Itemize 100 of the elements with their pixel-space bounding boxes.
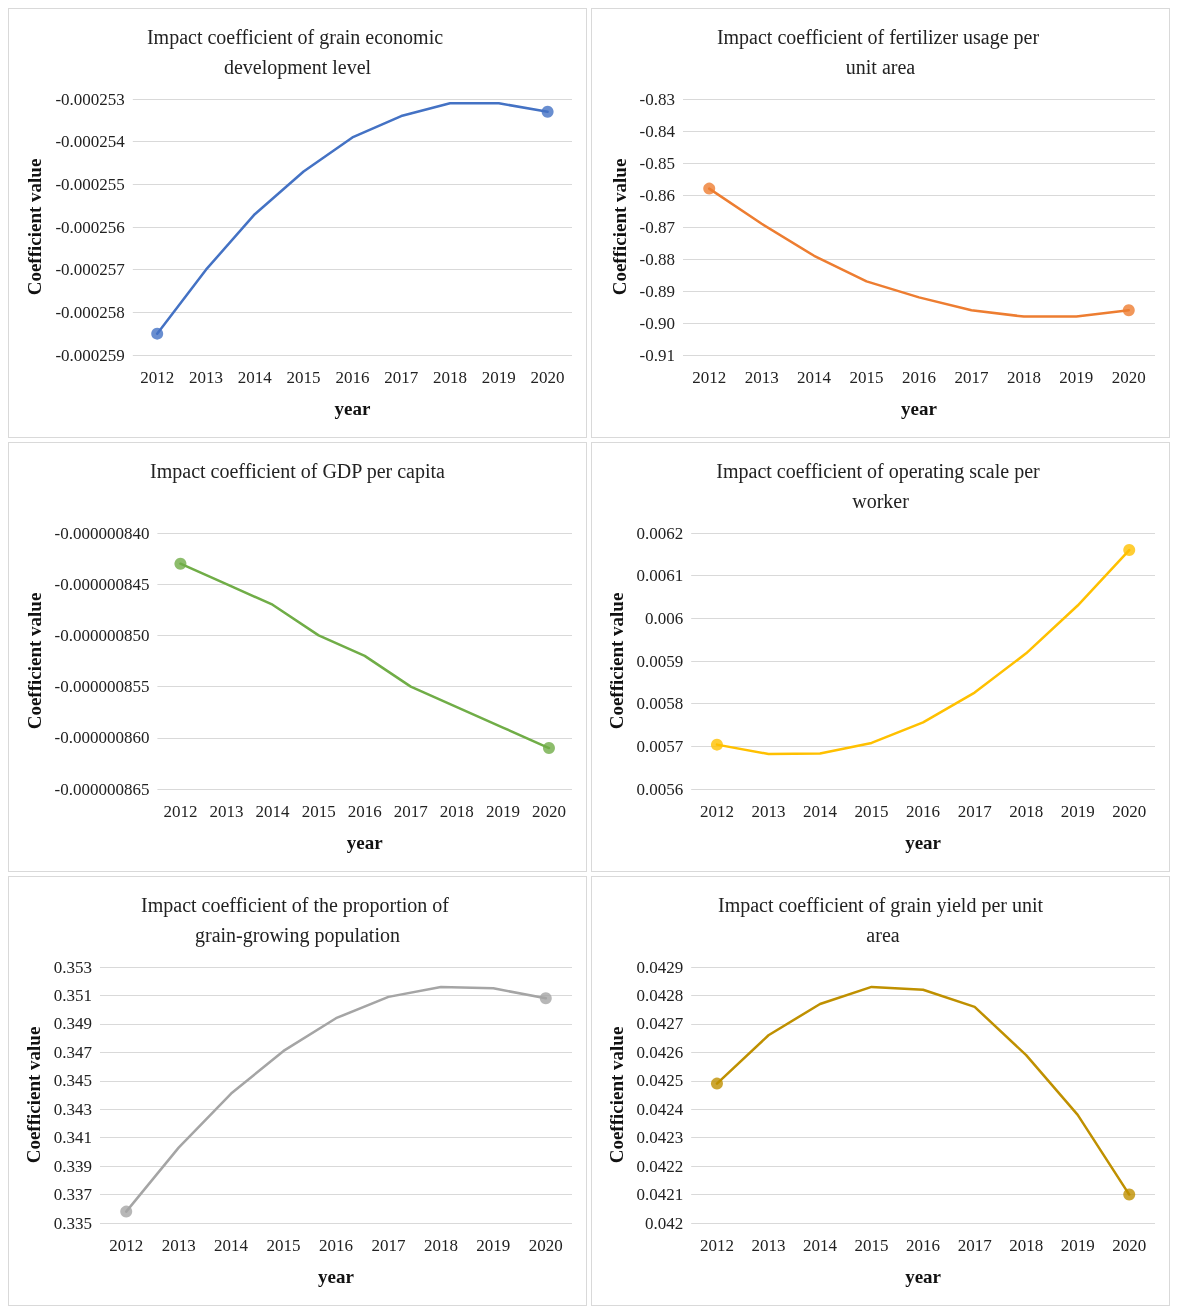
y-tick-label: 0.0422 [636,1156,684,1176]
y-tick-label: -0.000000850 [54,625,150,645]
x-tick-label: 2019 [1060,802,1095,821]
y-tick-label: 0.0421 [636,1185,684,1205]
x-tick-label: 2012 [109,1236,144,1255]
x-tick-label: 2012 [163,802,198,821]
y-tick-label: 0.0061 [636,566,684,586]
x-tick-label: 2016 [902,368,936,387]
y-tick-label: 0.339 [53,1156,92,1176]
x-tick-label: 2018 [433,368,467,387]
y-tick-label: -0.000253 [55,89,125,109]
y-tick-label: -0.000000855 [54,677,150,697]
chart-title: Impact coefficient of the proportion of grain-growing population [141,894,454,947]
y-tick-label: 0.0424 [636,1099,684,1119]
x-tick-label: 2016 [319,1236,353,1255]
y-axis-title: Coefficient value [23,592,45,730]
x-tick-label: 2013 [189,368,223,387]
y-tick-label: -0.000000845 [54,574,150,594]
y-tick-label: 0.0059 [636,651,684,671]
x-tick-label: 2019 [1059,368,1094,387]
x-tick-label: 2014 [237,368,273,387]
x-tick-label: 2020 [1112,1236,1147,1255]
x-tick-label: 2015 [854,802,889,821]
x-tick-label: 2018 [1009,802,1044,821]
x-tick-label: 2020 [531,802,566,821]
x-tick-label: 2019 [481,368,516,387]
y-axis-title: Coefficient value [605,592,627,730]
x-tick-label: 2015 [849,368,884,387]
x-tick-label: 2020 [1111,368,1146,387]
x-tick-label: 2013 [751,802,786,821]
y-tick-label: -0.85 [639,153,675,173]
y-tick-label: 0.0056 [636,779,684,799]
y-axis-title: Coefficient value [608,158,630,296]
x-tick-label: 2013 [209,802,244,821]
y-tick-label: -0.000254 [55,132,126,152]
x-tick-label: 2015 [266,1236,301,1255]
x-tick-label: 2018 [1006,368,1041,387]
y-tick-label: -0.88 [639,249,675,269]
x-tick-label: 2020 [530,368,565,387]
y-axis-title: Coefficient value [24,158,46,296]
y-tick-label: 0.0062 [636,523,684,543]
y-tick-label: -0.000256 [55,217,125,237]
y-tick-label: 0.0429 [636,957,684,977]
x-axis-title: year [905,832,942,853]
y-tick-label: -0.86 [639,185,675,205]
x-tick-label: 2016 [906,1236,941,1255]
x-tick-label: 2014 [214,1236,249,1255]
y-tick-label: 0.042 [644,1213,684,1233]
y-tick-label: 0.343 [53,1099,92,1119]
y-tick-label: -0.83 [639,89,675,109]
x-tick-label: 2015 [301,802,336,821]
x-tick-label: 2019 [1060,1236,1095,1255]
x-axis-title: year [318,1266,355,1287]
x-tick-label: 2017 [393,802,429,821]
y-tick-label: -0.91 [639,345,675,365]
y-tick-label: -0.000000840 [54,523,150,543]
x-tick-label: 2016 [347,802,382,821]
chart-title: Impact coefficient of grain economic development level [146,26,449,79]
y-tick-label: 0.0425 [636,1071,684,1091]
y-tick-label: -0.89 [639,281,675,301]
x-tick-label: 2013 [744,368,779,387]
x-tick-label: 2019 [485,802,520,821]
x-tick-label: 2018 [1009,1236,1044,1255]
y-tick-label: 0.345 [53,1071,92,1091]
x-tick-label: 2017 [957,1236,993,1255]
x-axis-title: year [346,832,384,853]
y-tick-label: 0.351 [53,985,92,1005]
x-tick-label: 2017 [384,368,419,387]
x-tick-label: 2013 [161,1236,196,1255]
y-tick-label: -0.84 [639,121,676,141]
y-tick-label: 0.0058 [636,694,684,714]
x-tick-label: 2014 [255,802,291,821]
x-axis-title: year [334,398,371,419]
chart-title: Impact coefficient of GDP per capita [150,460,446,483]
y-tick-label: -0.000000865 [54,779,150,799]
x-tick-label: 2017 [954,368,989,387]
y-tick-label: 0.335 [53,1213,92,1233]
x-tick-label: 2016 [335,368,370,387]
x-tick-label: 2017 [371,1236,406,1255]
y-tick-label: 0.341 [53,1128,92,1148]
y-tick-label: 0.349 [53,1014,92,1034]
x-axis-title: year [905,1266,942,1287]
y-tick-label: -0.000255 [55,174,125,194]
y-axis-title: Coefficient value [605,1026,627,1164]
y-tick-label: 0.0426 [636,1042,684,1062]
y-tick-label: 0.0427 [636,1014,684,1034]
y-tick-label: -0.000257 [55,260,126,280]
y-tick-label: 0.0057 [636,736,684,756]
x-tick-label: 2013 [751,1236,786,1255]
x-tick-label: 2018 [423,1236,458,1255]
chart-title: Impact coefficient of operating scale per worker [716,460,1045,512]
chart-title: Impact coefficient of fertilizer usage per unit area [716,26,1045,78]
x-tick-label: 2014 [797,368,832,387]
y-tick-label: 0.353 [53,957,92,977]
y-tick-label: 0.0423 [636,1128,684,1148]
x-tick-label: 2020 [528,1236,563,1255]
x-tick-label: 2015 [286,368,321,387]
x-tick-label: 2020 [1112,802,1147,821]
y-tick-label: -0.87 [639,217,676,237]
x-tick-label: 2014 [803,802,838,821]
